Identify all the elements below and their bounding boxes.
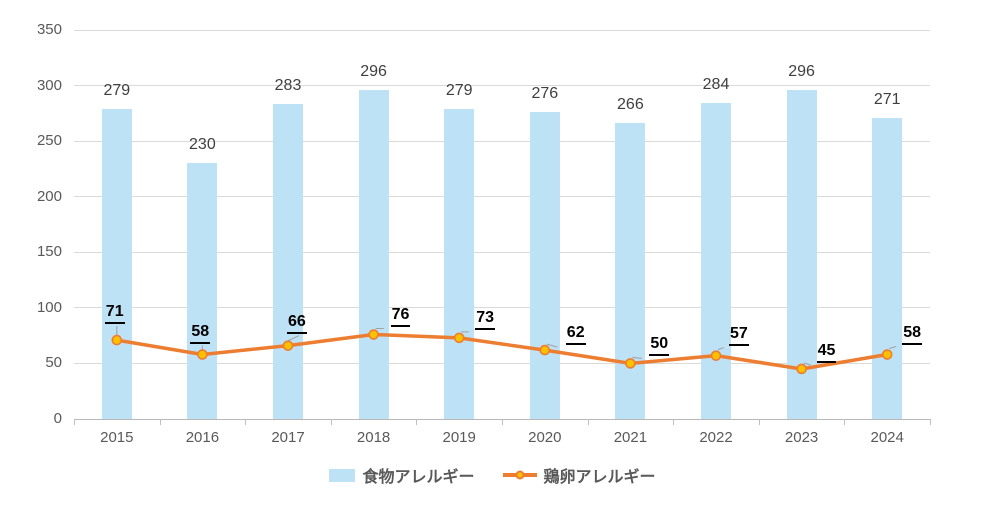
bar-2024[interactable] [872,117,903,419]
bar-value-label: 230 [189,136,216,154]
x-axis-category-label: 2017 [271,429,305,446]
line-series-swatch [502,470,537,480]
legend-label-egg-allergy: 鶏卵アレルギー [543,469,656,486]
line-value-label: 57 [729,325,749,346]
x-axis-category-label: 2023 [784,429,819,446]
x-axis-tick [330,419,332,425]
line-value-label: 73 [475,309,495,330]
x-axis-tick [844,419,846,425]
y-axis-tick-label: 50 [45,354,62,372]
x-axis-category-label: 2024 [870,429,904,446]
legend-label-food-allergy: 食物アレルギー [362,469,475,486]
bar-2023[interactable] [786,90,817,419]
line-value-text: 45 [816,342,837,363]
y-axis-tick-label: 350 [36,21,62,38]
gridline [74,196,930,198]
bar-value-label: 266 [617,96,644,114]
x-axis-tick [159,419,161,425]
x-axis-tick [587,419,589,425]
line-value-label: 66 [287,313,307,334]
legend-item-egg-allergy[interactable]: 鶏卵アレルギー [502,463,656,487]
bar-value-label: 279 [103,81,131,99]
x-axis-category-label: 2016 [185,429,220,446]
bar-2015[interactable] [101,108,132,419]
line-value-label: 62 [565,324,586,346]
bar-value-label: 296 [360,63,387,81]
x-axis-tick [416,419,418,425]
line-value-text: 50 [649,335,670,357]
bar-2022[interactable] [701,103,731,419]
bar-2016[interactable] [187,163,218,419]
y-axis-tick-label: 250 [36,132,62,150]
x-axis-category-label: 2015 [100,429,134,446]
gridline [74,29,930,31]
line-value-label: 50 [649,335,670,357]
x-axis-category-label: 2019 [442,429,476,446]
x-axis-category-label: 2022 [699,429,733,446]
y-axis-tick-label: 150 [36,243,62,261]
legend-item-food-allergy[interactable]: 食物アレルギー [329,463,475,487]
line-value-text: 73 [475,309,495,330]
gridline [74,140,930,142]
gridline [74,251,930,253]
line-value-label: 45 [816,342,837,363]
line-value-text: 57 [729,325,749,346]
bar-value-label: 283 [274,77,302,95]
bar-2021[interactable] [615,123,646,419]
line-value-text: 58 [190,323,211,344]
x-axis-tick [502,419,503,425]
line-value-label: 58 [902,324,922,345]
bar-2019[interactable] [444,108,475,419]
y-axis-tick-label: 0 [53,410,62,427]
x-axis-category-label: 2021 [613,429,648,446]
line-value-text: 66 [287,313,307,334]
y-axis-tick-label: 100 [36,298,62,316]
legend: 食物アレルギー 鶏卵アレルギー [0,463,985,487]
line-value-label: 71 [104,303,125,325]
bar-value-label: 296 [788,63,815,81]
bar-value-label: 276 [531,85,559,103]
bar-value-label: 279 [445,81,473,99]
gridline [74,85,930,87]
bar-2020[interactable] [529,112,560,419]
y-axis-tick-label: 300 [36,76,62,94]
x-axis-category-label: 2018 [356,429,391,446]
x-axis-tick [930,419,931,425]
gridline [74,307,930,309]
bar-2017[interactable] [273,104,303,419]
line-marker-icon [515,470,524,480]
bar-2018[interactable] [358,90,389,419]
line-value-text: 76 [390,306,411,327]
x-axis-tick [758,419,760,425]
bar-value-label: 284 [702,76,730,94]
x-axis-tick [673,419,675,425]
x-axis-tick [74,419,75,425]
y-axis-tick-label: 200 [36,187,62,205]
x-axis-tick [245,419,247,425]
line-value-text: 62 [565,324,586,346]
line-series-layer [111,326,897,375]
line-value-text: 71 [104,303,125,325]
x-axis-category-label: 2020 [528,429,562,446]
bar-series-swatch [329,468,356,482]
line-value-label: 76 [390,306,411,327]
line-value-text: 58 [902,324,922,345]
bar-value-label: 271 [873,90,901,108]
line-value-label: 58 [190,323,211,344]
